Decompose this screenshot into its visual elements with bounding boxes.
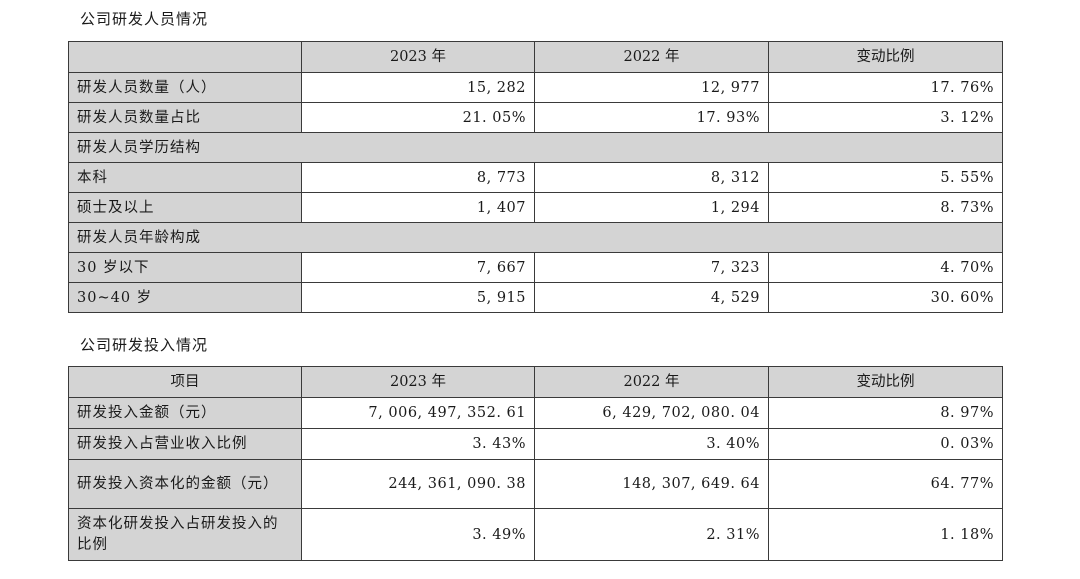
table-row: 30~40 岁 5, 915 4, 529 30. 60% [68,282,1003,313]
row-label: 硕士及以上 [68,192,302,223]
value-2022: 4, 529 [534,282,769,313]
rd-staff-table: 2023 年 2022 年 变动比例 研发人员数量（人） 15, 282 12,… [68,41,1003,313]
value-2023: 1, 407 [301,192,535,223]
header-change: 变动比例 [768,366,1003,398]
value-2022: 6, 429, 702, 080. 04 [534,397,769,429]
table-row: 研发人员数量（人） 15, 282 12, 977 17. 76% [68,72,1003,103]
row-label: 资本化研发投入占研发投入的比例 [68,508,302,561]
row-label: 研发人员数量占比 [68,102,302,133]
row-label: 30~40 岁 [68,282,302,313]
value-change: 64. 77% [768,459,1003,509]
group-label: 研发人员学历结构 [68,132,1003,163]
row-label: 研发人员数量（人） [68,72,302,103]
value-change: 30. 60% [768,282,1003,313]
value-2023: 15, 282 [301,72,535,103]
value-change: 3. 12% [768,102,1003,133]
table-row: 硕士及以上 1, 407 1, 294 8. 73% [68,192,1003,223]
header-2023: 2023 年 [301,41,535,73]
value-2022: 1, 294 [534,192,769,223]
row-label: 本科 [68,162,302,193]
header-item [68,41,302,73]
value-2023: 7, 667 [301,252,535,283]
section-title-rd-staff: 公司研发人员情况 [80,10,209,28]
value-2022: 17. 93% [534,102,769,133]
table-row: 本科 8, 773 8, 312 5. 55% [68,162,1003,193]
value-2022: 2. 31% [534,508,769,561]
value-change: 1. 18% [768,508,1003,561]
row-label: 30 岁以下 [68,252,302,283]
group-row: 研发人员学历结构 [68,132,1003,163]
value-change: 8. 97% [768,397,1003,429]
group-label: 研发人员年龄构成 [68,222,1003,253]
table-header-row: 项目 2023 年 2022 年 变动比例 [68,366,1003,398]
table-row: 研发投入占营业收入比例 3. 43% 3. 40% 0. 03% [68,428,1003,460]
value-2023: 3. 43% [301,428,535,460]
row-label: 研发投入资本化的金额（元） [68,459,302,509]
value-2022: 3. 40% [534,428,769,460]
group-row: 研发人员年龄构成 [68,222,1003,253]
value-2023: 3. 49% [301,508,535,561]
value-2023: 21. 05% [301,102,535,133]
value-2022: 8, 312 [534,162,769,193]
table-row: 研发投入金额（元） 7, 006, 497, 352. 61 6, 429, 7… [68,397,1003,429]
table-header-row: 2023 年 2022 年 变动比例 [68,41,1003,73]
value-change: 17. 76% [768,72,1003,103]
value-2023: 5, 915 [301,282,535,313]
value-2023: 8, 773 [301,162,535,193]
section-title-rd-investment: 公司研发投入情况 [80,336,209,354]
header-change: 变动比例 [768,41,1003,73]
row-label: 研发投入金额（元） [68,397,302,429]
table-row: 研发投入资本化的金额（元） 244, 361, 090. 38 148, 307… [68,459,1003,509]
row-label: 研发投入占营业收入比例 [68,428,302,460]
header-2022: 2022 年 [534,366,769,398]
value-change: 4. 70% [768,252,1003,283]
value-2023: 244, 361, 090. 38 [301,459,535,509]
header-2023: 2023 年 [301,366,535,398]
value-change: 5. 55% [768,162,1003,193]
table-row: 30 岁以下 7, 667 7, 323 4. 70% [68,252,1003,283]
value-2022: 7, 323 [534,252,769,283]
table-row: 研发人员数量占比 21. 05% 17. 93% 3. 12% [68,102,1003,133]
value-2022: 148, 307, 649. 64 [534,459,769,509]
table-row: 资本化研发投入占研发投入的比例 3. 49% 2. 31% 1. 18% [68,508,1003,561]
rd-investment-table: 项目 2023 年 2022 年 变动比例 研发投入金额（元） 7, 006, … [68,366,1003,561]
value-change: 8. 73% [768,192,1003,223]
header-item: 项目 [68,366,302,398]
value-change: 0. 03% [768,428,1003,460]
header-2022: 2022 年 [534,41,769,73]
value-2023: 7, 006, 497, 352. 61 [301,397,535,429]
value-2022: 12, 977 [534,72,769,103]
